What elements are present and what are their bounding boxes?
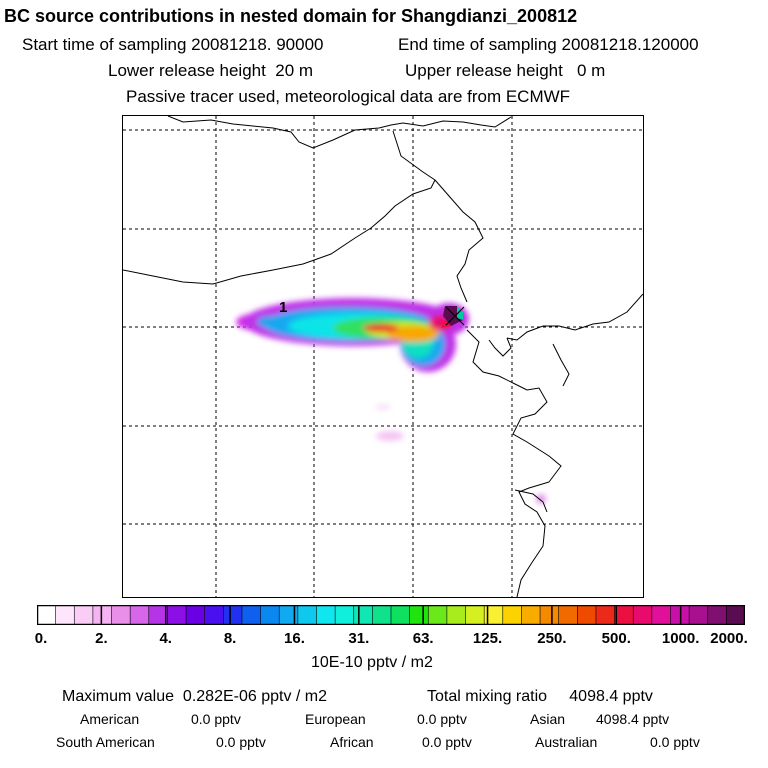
colorbar-tick-label: 2. xyxy=(95,630,108,647)
colorbar-cell xyxy=(92,605,113,625)
region-asian-label: Asian xyxy=(530,711,566,727)
upper-release-height: Upper release height 0 m xyxy=(405,61,605,81)
colorbar-cell xyxy=(55,605,76,625)
colorbar-cell xyxy=(167,605,187,625)
colorbar-tick-label: 0. xyxy=(34,630,48,647)
region-australian-label: Australian xyxy=(535,734,598,750)
start-time-value: 20081218. 90000 xyxy=(191,35,324,54)
colorbar-cell xyxy=(260,605,281,625)
region-european-value: 0.0 pptv xyxy=(417,711,467,727)
tracer-note: Passive tracer used, meteorological data… xyxy=(126,87,571,106)
chart-title: BC source contributions in nested domain… xyxy=(4,6,578,26)
colorbar-cell xyxy=(241,605,262,625)
colorbar-cell xyxy=(558,605,579,625)
colorbar-cell xyxy=(334,605,355,625)
colorbar-major-ticks xyxy=(100,605,682,625)
region-african-value: 0.0 pptv xyxy=(422,734,472,750)
region-african-label: African xyxy=(330,734,374,750)
colorbar-tick-label: 4. xyxy=(159,630,172,647)
colorbar-cell xyxy=(111,605,131,625)
colorbar-tick-label: 250. xyxy=(537,630,567,647)
colorbar-cell xyxy=(465,605,485,625)
colorbar-tick-label: 8. xyxy=(223,630,237,647)
colorbar-cell xyxy=(409,605,430,625)
colorbar-tick-label: 63. xyxy=(412,630,434,647)
region-south-american-value: 0.0 pptv xyxy=(216,734,266,750)
colorbar xyxy=(37,605,745,625)
maximum-value-label: Maximum value xyxy=(62,688,175,705)
total-mixing-ratio: Total mixing ratio 4098.4 pptv xyxy=(427,688,653,706)
colorbar-tick-label: 1000. xyxy=(661,630,700,647)
colorbar-cell xyxy=(614,605,635,625)
colorbar-cell xyxy=(651,605,672,625)
end-time-label: End time of sampling xyxy=(398,35,557,54)
colorbar-cell xyxy=(129,605,150,625)
source-marker-label: 1 xyxy=(279,299,287,316)
map-svg: 1 xyxy=(123,116,643,597)
start-time-label: Start time of sampling xyxy=(22,35,187,54)
upper-release-label: Upper release height xyxy=(405,61,563,80)
region-american-value: 0.0 pptv xyxy=(191,711,241,727)
map-grid xyxy=(123,116,643,597)
end-time: End time of sampling 20081218.120000 xyxy=(398,35,699,55)
maximum-value: Maximum value 0.282E-06 pptv / m2 xyxy=(62,688,327,706)
colorbar-cell xyxy=(390,605,411,625)
colorbar-cells xyxy=(37,605,745,625)
end-time-value: 20081218.120000 xyxy=(561,35,699,54)
colorbar-cell xyxy=(297,605,318,625)
lower-release-value: 20 m xyxy=(275,61,314,80)
colorbar-cell xyxy=(278,605,299,625)
colorbar-cell xyxy=(223,605,243,625)
colorbar-tick-label: 500. xyxy=(601,630,631,647)
colorbar-cell xyxy=(37,605,57,625)
region-asian-value: 4098.4 pptv xyxy=(596,711,670,727)
colorbar-cell xyxy=(688,605,709,625)
map-panel: 1 xyxy=(122,115,644,598)
colorbar-cell xyxy=(707,605,728,625)
region-south-american-label: South American xyxy=(56,734,155,750)
colorbar-cell xyxy=(595,605,616,625)
colorbar-cell xyxy=(726,605,745,625)
total-mixing-value: 4098.4 pptv xyxy=(569,688,653,705)
colorbar-cell xyxy=(316,605,336,625)
upper-release-value: 0 m xyxy=(577,61,606,80)
colorbar-tick-label: 31. xyxy=(348,630,370,647)
colorbar-cell xyxy=(73,605,94,625)
lower-release-label: Lower release height xyxy=(108,61,266,80)
colorbar-cell xyxy=(632,605,653,625)
maximum-value-number: 0.282E-06 pptv / m2 xyxy=(182,688,328,705)
colorbar-tick-label: 2000. xyxy=(710,630,748,647)
region-american-label: American xyxy=(80,711,140,727)
colorbar-cell xyxy=(446,605,467,625)
colorbar-cell xyxy=(502,605,523,625)
colorbar-cell xyxy=(521,605,541,625)
station-x-icon xyxy=(445,306,465,326)
total-mixing-label: Total mixing ratio xyxy=(427,688,548,705)
region-european-label: European xyxy=(305,711,366,727)
colorbar-units: 10E-10 pptv / m2 xyxy=(311,654,433,671)
concentration-plume xyxy=(236,298,546,504)
lower-release-height: Lower release height 20 m xyxy=(108,61,313,81)
colorbar-tick-label: 16. xyxy=(284,630,305,647)
colorbar-tick-label: 125. xyxy=(472,630,503,647)
colorbar-cell xyxy=(577,605,597,625)
region-australian-value: 0.0 pptv xyxy=(650,734,700,750)
colorbar-cell xyxy=(372,605,392,625)
colorbar-cell xyxy=(427,605,448,625)
colorbar-cell xyxy=(185,605,206,625)
map-borders xyxy=(123,116,643,597)
colorbar-cell xyxy=(204,605,225,625)
colorbar-cell xyxy=(539,605,560,625)
colorbar-cell xyxy=(353,605,374,625)
start-time: Start time of sampling 20081218. 90000 xyxy=(22,35,324,55)
